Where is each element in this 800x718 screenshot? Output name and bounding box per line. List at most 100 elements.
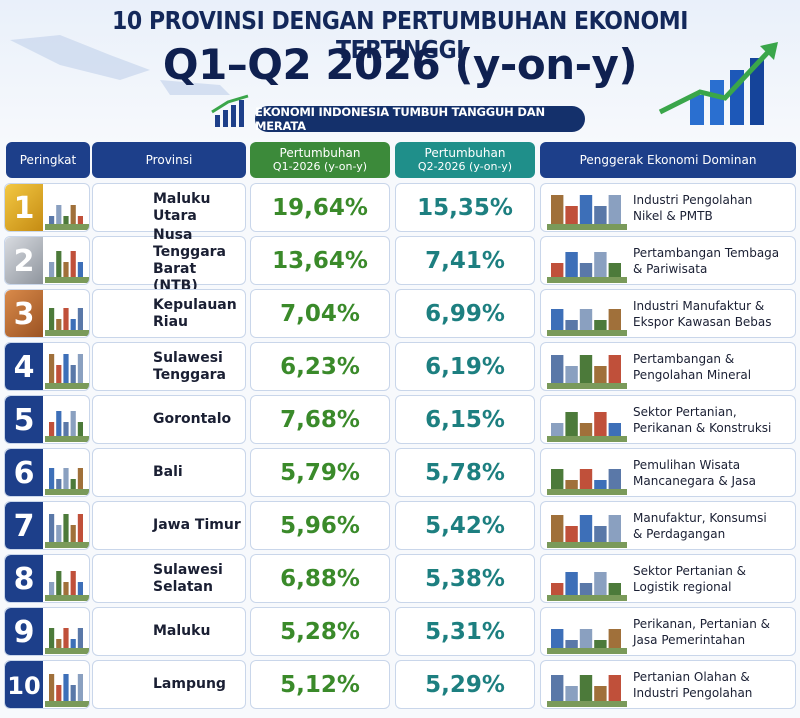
q1-growth: 7,04%: [250, 289, 390, 338]
province-cell: Bali: [92, 448, 246, 497]
rank-badge: 8: [5, 555, 43, 602]
driver-text: Sektor Pertanian &: [633, 563, 746, 578]
driver-text: Pertanian Olahan &: [633, 669, 750, 684]
table-row: 9 Maluku 5,28% 5,31% Perikanan, Pertanian & J…: [4, 607, 796, 656]
driver-text: Pertambangan Tembaga: [633, 245, 780, 260]
illustration: [45, 674, 89, 707]
province-name: Selatan: [153, 578, 213, 595]
province-name: Bali: [153, 464, 183, 480]
rank-badge: 7: [5, 502, 43, 549]
province-name: Maluku: [153, 623, 211, 639]
rank-badge: 2: [5, 237, 43, 284]
driver-text: Industri Pengolahan: [633, 192, 753, 207]
q2-growth: 5,38%: [395, 554, 535, 603]
illustration: [45, 354, 89, 389]
q1-growth: 5,28%: [250, 607, 390, 656]
q2-growth: 15,35%: [395, 183, 535, 232]
driver-text: Pemulihan Wisata: [633, 457, 741, 472]
title: 10 PROVINSI DENGAN PERTUMBUHAN EKONOMI T…: [112, 6, 688, 64]
driver-cell: Industri Manufaktur & Ekspor Kawasan Beba…: [540, 289, 796, 338]
rank-cell: 2: [4, 236, 90, 285]
q2-growth: 6,15%: [395, 395, 535, 444]
driver-cell: Pertambangan Tembaga & Pariwisata: [540, 236, 796, 285]
q1-growth: 5,96%: [250, 501, 390, 550]
column-header: Provinsi: [92, 142, 246, 178]
illustration: [45, 205, 89, 230]
illustration: [547, 195, 627, 230]
growth-chart-icon: [658, 42, 778, 125]
illustration: [45, 514, 89, 548]
driver-text: & Pariwisata: [633, 261, 708, 276]
header-line: Q1-2026 (y-on-y): [272, 160, 368, 173]
column-header: Penggerak Ekonomi Dominan: [540, 142, 796, 178]
province-cell: Gorontalo: [92, 395, 246, 444]
header-line: Pertumbuhan: [279, 146, 361, 160]
province-cell: Sulawesi Tenggara: [92, 342, 246, 391]
province-name: Sulawesi: [153, 349, 223, 366]
header-line: Q2-2026 (y-on-y): [417, 160, 513, 173]
illustration: [547, 515, 627, 548]
province-name: Jawa Timur: [153, 517, 241, 533]
q1-growth: 6,88%: [250, 554, 390, 603]
small-chart-icon: [211, 94, 249, 127]
rank-cell: 9: [4, 607, 90, 656]
q2-growth: 5,29%: [395, 660, 535, 709]
q1-growth: 6,23%: [250, 342, 390, 391]
driver-cell: Industri Pengolahan Nikel & PMTB: [540, 183, 796, 232]
rank-badge: 9: [5, 608, 43, 655]
rank-cell: 10: [4, 660, 90, 709]
illustration: [547, 252, 627, 283]
driver-text: Mancanegara & Jasa: [633, 473, 756, 488]
province-cell: Nusa Tenggara Barat (NTB): [92, 227, 246, 294]
rank-cell: 7: [4, 501, 90, 550]
illustration: [547, 629, 627, 654]
table-row: 10 Lampung 5,12% 5,29% Pertanian Olahan & Ind…: [4, 660, 796, 709]
illustration: [45, 628, 89, 654]
driver-cell: Manufaktur, Konsumsi & Perdagangan: [540, 501, 796, 550]
province-cell: Jawa Timur: [92, 501, 246, 550]
driver-text: Manufaktur, Konsumsi: [633, 510, 767, 525]
header-line: Penggerak Ekonomi Dominan: [579, 153, 757, 167]
q1-growth: 13,64%: [250, 236, 390, 285]
illustration: [45, 251, 89, 283]
driver-text: Pertambangan &: [633, 351, 735, 366]
subtitle: Q1–Q2 2026 (y-on-y): [162, 40, 638, 89]
header-decoration: [10, 35, 778, 127]
rank-badge: 4: [5, 343, 43, 390]
driver-cell: Pertambangan & Pengolahan Mineral: [540, 342, 796, 391]
rank-cell: 3: [4, 289, 90, 338]
driver-text: Logistik regional: [633, 579, 732, 594]
rank-cell: 5: [4, 395, 90, 444]
province-name: Kepulauan Riau: [153, 296, 237, 330]
table-row: 7 Jawa Timur 5,96% 5,42% Manufaktur, Konsums…: [4, 501, 796, 550]
table-row: 1 Maluku Utara 19,64% 15,35% Industri Pengol…: [4, 183, 796, 232]
column-header: Pertumbuhan Q2-2026 (y-on-y): [395, 142, 535, 178]
rank-badge: 3: [5, 290, 43, 337]
driver-text: Pengolahan Mineral: [633, 367, 752, 382]
province-name: Sulawesi: [153, 561, 223, 578]
driver-text: Ekspor Kawasan Bebas: [633, 314, 772, 329]
province-cell: Kepulauan Riau: [92, 289, 246, 338]
rank-badge: 10: [5, 661, 43, 708]
q2-growth: 6,99%: [395, 289, 535, 338]
illustration: [45, 308, 89, 336]
driver-cell: Perikanan, Pertanian & Jasa Pemerintahan: [540, 607, 796, 656]
driver-text: Industri Manufaktur &: [633, 298, 765, 313]
province-cell: Lampung: [92, 660, 246, 709]
rank-badge: 1: [5, 184, 43, 231]
illustration: [45, 571, 89, 601]
driver-text: Industri Pengolahan: [633, 685, 753, 700]
illustration: [547, 309, 627, 336]
rank-cell: 4: [4, 342, 90, 391]
driver-cell: Pemulihan Wisata Mancanegara & Jasa: [540, 448, 796, 497]
province-name: Nusa Tenggara: [153, 226, 226, 260]
q1-growth: 5,79%: [250, 448, 390, 497]
rank-cell: 6: [4, 448, 90, 497]
driver-text: Nikel & PMTB: [633, 208, 713, 223]
illustration: [45, 468, 89, 495]
q1-growth: 19,64%: [250, 183, 390, 232]
driver-text: Perikanan, Pertanian &: [633, 616, 770, 631]
province-cell: Maluku: [92, 607, 246, 656]
q1-growth: 7,68%: [250, 395, 390, 444]
illustration: [45, 411, 89, 442]
